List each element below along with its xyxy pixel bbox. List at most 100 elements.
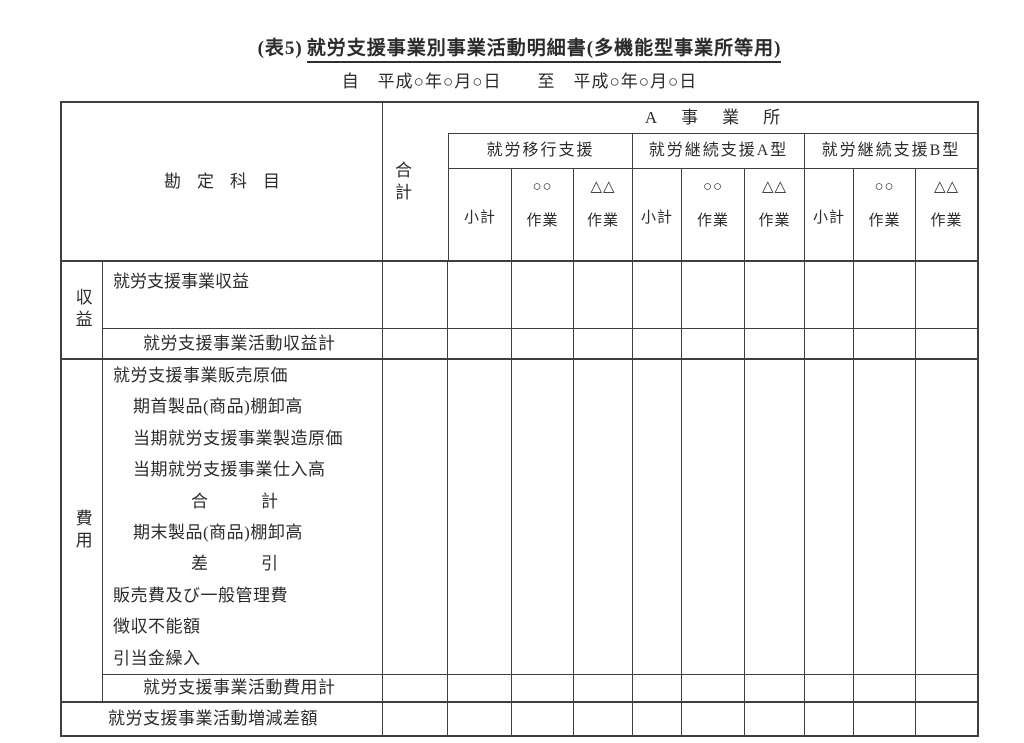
work-a-label: 作業 <box>526 213 559 229</box>
work-b-label: 作業 <box>758 213 791 229</box>
office-header: A事業所 <box>448 103 977 134</box>
col-header-work-a: ○○ 作業 <box>682 169 745 262</box>
amount-cell <box>805 329 854 360</box>
amount-cell <box>512 360 574 675</box>
expense-line: 当期就労支援事業仕入高 <box>133 460 326 480</box>
amount-cell <box>448 360 512 675</box>
amount-cell <box>448 675 512 703</box>
amount-cell <box>383 360 448 675</box>
amount-cell <box>682 329 745 360</box>
amount-cell <box>745 675 805 703</box>
expense-line-total: 合 計 <box>191 491 279 511</box>
amount-cell <box>574 360 633 675</box>
amount-cell <box>383 703 448 735</box>
expense-line: 期末製品(商品)棚卸高 <box>133 523 303 543</box>
amount-cell <box>854 360 916 675</box>
work-b-symbol: △△ <box>590 179 616 196</box>
page-title: (表5) 就労支援事業別事業活動明細書(多機能型事業所等用) <box>60 33 979 63</box>
work-a-label: 作業 <box>868 213 901 229</box>
work-a-symbol: ○○ <box>874 179 895 196</box>
row-label-revenue: 就労支援事業収益 <box>103 262 383 329</box>
expense-line: 当期就労支援事業製造原価 <box>133 428 343 448</box>
amount-cell <box>805 360 854 675</box>
group-header-keizoku-a: 就労継続支援A型 <box>633 134 805 169</box>
expense-line: 徴収不能額 <box>113 617 201 637</box>
amount-cell <box>633 262 682 329</box>
title-prefix: (表5) <box>257 38 303 59</box>
title-main: 就労支援事業別事業活動明細書(多機能型事業所等用) <box>306 38 782 63</box>
amount-cell <box>574 329 633 360</box>
amount-cell <box>448 703 512 735</box>
col-header-work-a: ○○ 作業 <box>512 169 574 262</box>
amount-cell <box>512 329 574 360</box>
amount-cell <box>916 329 977 360</box>
amount-cell <box>448 329 512 360</box>
amount-cell <box>916 675 977 703</box>
expense-line: 引当金繰入 <box>113 648 201 668</box>
col-header-work-b: △△ 作業 <box>745 169 805 262</box>
amount-cell <box>745 262 805 329</box>
expense-line: 期首製品(商品)棚卸高 <box>133 397 303 417</box>
form-header: (表5) 就労支援事業別事業活動明細書(多機能型事業所等用) 自 平成○年○月○日… <box>60 33 979 92</box>
row-label-expense-total: 就労支援事業活動費用計 <box>103 675 383 703</box>
amount-cell <box>512 262 574 329</box>
expense-line: 販売費及び一般管理費 <box>113 585 288 605</box>
section-label-revenue: 収益 <box>62 262 103 360</box>
work-b-label: 作業 <box>586 213 619 229</box>
amount-cell <box>805 703 854 735</box>
work-a-symbol: ○○ <box>532 179 553 196</box>
amount-cell <box>805 262 854 329</box>
amount-cell <box>633 675 682 703</box>
amount-cell <box>805 675 854 703</box>
period-line: 自 平成○年○月○日 至 平成○年○月○日 <box>341 72 698 91</box>
row-label-revenue-total: 就労支援事業活動収益計 <box>103 329 383 360</box>
work-a-label: 作業 <box>696 213 729 229</box>
col-header-work-b: △△ 作業 <box>574 169 633 262</box>
expense-line-balance: 差 引 <box>191 554 279 574</box>
section-label-expense: 費用 <box>62 360 103 703</box>
col-header-subtotal: 小計 <box>448 169 512 262</box>
work-a-symbol: ○○ <box>702 179 724 196</box>
col-header-work-b: △△ 作業 <box>916 169 977 262</box>
amount-cell <box>512 703 574 735</box>
amount-cell <box>383 675 448 703</box>
amount-cell <box>745 329 805 360</box>
expense-line: 就労支援事業販売原価 <box>113 366 288 385</box>
amount-cell <box>633 360 682 675</box>
account-column-header: 勘定科目 <box>62 103 383 262</box>
amount-cell <box>512 675 574 703</box>
amount-cell <box>854 675 916 703</box>
amount-cell <box>574 262 633 329</box>
amount-cell <box>745 703 805 735</box>
group-header-keizoku-b: 就労継続支援B型 <box>805 134 977 169</box>
amount-cell <box>916 360 977 675</box>
work-b-symbol: △△ <box>761 179 788 196</box>
work-b-symbol: △△ <box>933 179 960 196</box>
amount-cell <box>682 675 745 703</box>
amount-cell <box>854 703 916 735</box>
amount-cell <box>448 262 512 329</box>
amount-cell <box>745 360 805 675</box>
amount-cell <box>854 329 916 360</box>
amount-cell <box>916 262 977 329</box>
amount-cell <box>574 703 633 735</box>
col-header-subtotal: 小計 <box>633 169 682 262</box>
row-label-net: 就労支援事業活動増減差額 <box>62 703 383 735</box>
amount-cell <box>633 329 682 360</box>
total-column-header: 合計 <box>383 103 448 262</box>
amount-cell <box>633 703 682 735</box>
col-header-subtotal: 小計 <box>805 169 854 262</box>
amount-cell <box>574 675 633 703</box>
group-header-ikou: 就労移行支援 <box>448 134 633 169</box>
work-b-label: 作業 <box>930 213 963 229</box>
amount-cell <box>383 329 448 360</box>
statement-table: 勘定科目 合計 A事業所 就労移行支援 就労継続支援A型 就労継続支援B型 小計… <box>60 101 979 737</box>
amount-cell <box>854 262 916 329</box>
amount-cell <box>682 360 745 675</box>
amount-cell <box>682 703 745 735</box>
amount-cell <box>383 262 448 329</box>
col-header-work-a: ○○ 作業 <box>854 169 916 262</box>
amount-cell <box>682 262 745 329</box>
amount-cell <box>916 703 977 735</box>
